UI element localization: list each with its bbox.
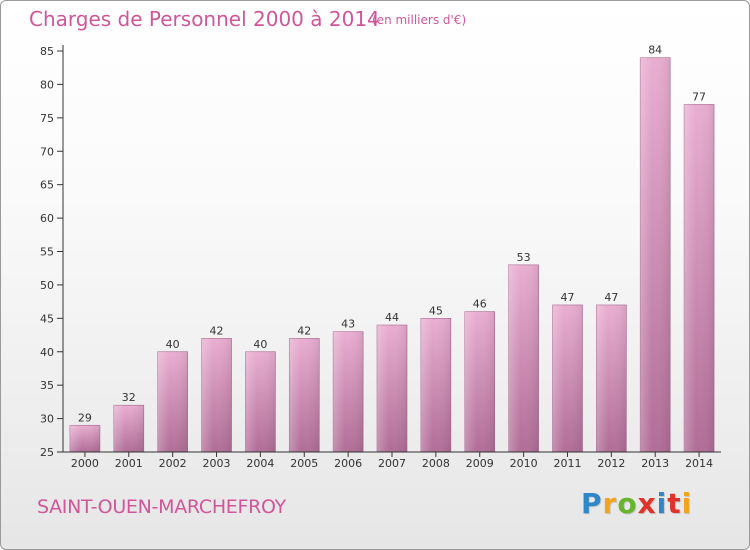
logo-letter: x xyxy=(637,487,657,520)
bar-shading xyxy=(289,338,320,452)
bar-shading xyxy=(245,351,276,452)
bar-shading xyxy=(157,351,188,452)
y-tick-label: 65 xyxy=(40,179,54,192)
bar-shading xyxy=(684,104,715,452)
bar-shading xyxy=(113,405,144,452)
x-tick-label: 2011 xyxy=(553,457,581,470)
logo-letter: r xyxy=(602,487,618,520)
x-tick-label: 2013 xyxy=(641,457,669,470)
bar-value-label: 77 xyxy=(692,90,706,103)
x-tick-label: 2010 xyxy=(510,457,538,470)
logo-letter: P xyxy=(581,487,603,520)
bar-value-label: 43 xyxy=(341,318,355,331)
bar-shading xyxy=(377,325,407,452)
x-tick-label: 2003 xyxy=(203,457,231,470)
x-tick-label: 2012 xyxy=(597,457,625,470)
bar-shading xyxy=(333,331,364,452)
bar-shading xyxy=(201,338,232,452)
logo-letter: i xyxy=(656,487,668,520)
bar-value-label: 44 xyxy=(385,311,399,324)
logo-letter: o xyxy=(617,487,638,520)
bar-shading xyxy=(69,425,100,452)
bar-value-label: 47 xyxy=(604,291,618,304)
bar-value-label: 47 xyxy=(560,291,574,304)
x-tick-label: 2002 xyxy=(159,457,187,470)
x-tick-label: 2009 xyxy=(466,457,494,470)
x-tick-label: 2001 xyxy=(115,457,143,470)
y-tick-label: 50 xyxy=(40,279,54,292)
y-tick-label: 80 xyxy=(40,78,54,91)
x-tick-label: 2014 xyxy=(685,457,713,470)
bar-value-label: 40 xyxy=(253,338,267,351)
x-tick-label: 2004 xyxy=(246,457,274,470)
y-tick-label: 70 xyxy=(40,145,54,158)
commune-name: SAINT-OUEN-MARCHEFROY xyxy=(37,496,286,518)
logo-letter: t xyxy=(667,487,682,520)
y-tick-label: 55 xyxy=(40,246,54,259)
x-tick-label: 2007 xyxy=(378,457,406,470)
bar-value-label: 53 xyxy=(517,251,531,264)
bar-shading xyxy=(596,304,627,452)
y-tick-label: 35 xyxy=(40,379,54,392)
y-tick-label: 30 xyxy=(40,413,54,426)
y-axis: 25 30 35 40 45 50 55 60 65 70 75 80 85 xyxy=(40,45,64,459)
y-tick-label: 40 xyxy=(40,346,54,359)
logo-letter: i xyxy=(681,487,693,520)
chart-title: Charges de Personnel 2000 à 2014 xyxy=(29,7,380,31)
bar-shading xyxy=(552,304,583,452)
y-tick-label: 45 xyxy=(40,312,54,325)
proxiti-logo[interactable]: Proxiti xyxy=(581,487,692,520)
bar-value-label: 45 xyxy=(429,304,443,317)
bar-shading xyxy=(420,318,451,452)
y-tick-label: 85 xyxy=(40,45,54,58)
bar-value-label: 42 xyxy=(297,324,311,337)
bar-shading xyxy=(640,57,671,452)
x-axis: 2000 2001 2002 2003 2004 2005 2006 2007 2008 2009… xyxy=(63,451,721,470)
y-tick-label: 60 xyxy=(40,212,54,225)
y-tick-label: 75 xyxy=(40,112,54,125)
bar-value-label: 29 xyxy=(78,411,92,424)
x-tick-label: 2008 xyxy=(422,457,450,470)
bars: 29 32 40 42 40 42 43 44 45 46 53 47 47 84 77 xyxy=(69,44,715,453)
x-tick-label: 2005 xyxy=(290,457,318,470)
bar-value-label: 46 xyxy=(473,298,487,311)
bar-value-label: 40 xyxy=(166,338,180,351)
x-tick-label: 2000 xyxy=(71,457,99,470)
bar-shading xyxy=(508,264,539,452)
bar-value-label: 32 xyxy=(122,391,136,404)
chart-unit: (en milliers d'€) xyxy=(372,13,467,27)
y-tick-label: 25 xyxy=(40,446,54,459)
bar-shading xyxy=(464,311,495,452)
x-tick-label: 2006 xyxy=(334,457,362,470)
bar-value-label: 84 xyxy=(648,44,662,57)
bar-value-label: 42 xyxy=(210,324,224,337)
